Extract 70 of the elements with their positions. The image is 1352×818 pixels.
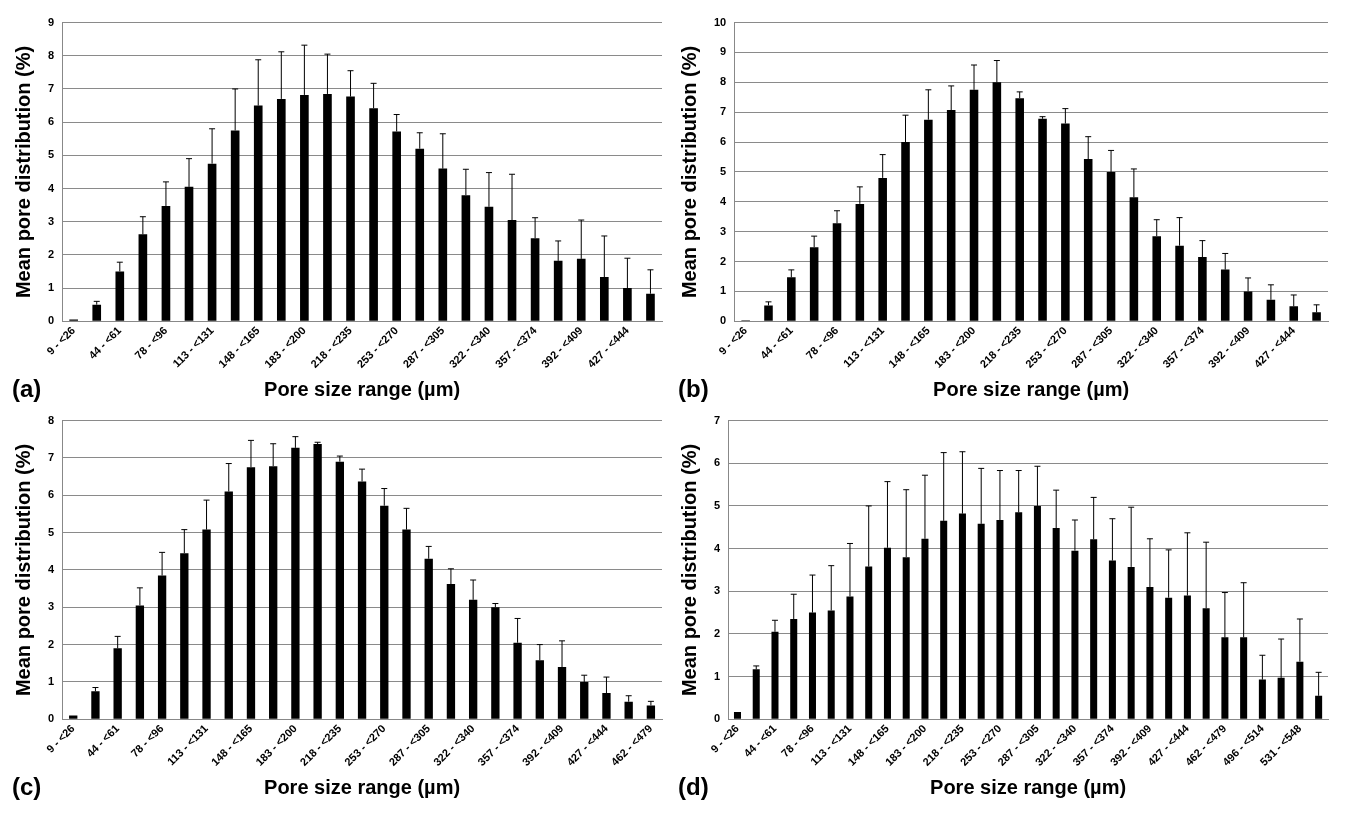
y-tick-label: 3 <box>47 214 55 227</box>
y-tick-label: 2 <box>47 247 55 260</box>
y-tick-label: 7 <box>47 82 55 94</box>
y-tick-label: 7 <box>47 450 55 463</box>
y-tick-label: 0 <box>713 712 721 725</box>
x-tick-label: 44 - <61 <box>741 722 779 760</box>
y-tick-label: 6 <box>713 456 721 469</box>
text: (a) <box>12 374 42 402</box>
y-axis-title: Mean pore distribution (%) <box>677 443 700 697</box>
y-axis-title: Mean pore distribution (%) <box>677 45 700 299</box>
y-tick-label: 9 <box>720 45 727 58</box>
y-tick-label: 1 <box>47 281 55 294</box>
y-tick-label: 1 <box>713 669 721 682</box>
y-tick-label: 5 <box>720 164 727 177</box>
y-tick-label: 6 <box>47 115 55 128</box>
bar <box>1038 118 1047 321</box>
bar <box>646 705 656 719</box>
y-tick-label: 4 <box>47 562 55 575</box>
bar <box>92 304 102 321</box>
x-tick-label: 9 - <26 <box>44 324 78 357</box>
y-tick-label: 6 <box>720 135 727 148</box>
x-tick-label: 44 - <61 <box>86 324 124 362</box>
x-axis-title: Pore size range (µm) <box>930 775 1127 798</box>
y-tick-label: 0 <box>47 314 55 327</box>
y-tick-label: 5 <box>713 498 721 511</box>
y-tick-label: 8 <box>47 413 55 426</box>
y-tick-label: 1 <box>47 674 55 687</box>
y-tick-label: 0 <box>47 712 55 725</box>
bar <box>752 669 760 719</box>
y-tick-label: 2 <box>720 254 727 267</box>
y-tick-label: 7 <box>720 105 727 118</box>
y-tick-label: 3 <box>720 224 727 237</box>
y-tick-label: 3 <box>713 584 721 597</box>
y-tick-label: 6 <box>47 488 55 501</box>
text: (d) <box>678 772 709 800</box>
bar <box>733 712 742 719</box>
y-tick-label: 4 <box>713 541 721 554</box>
y-tick-label: 4 <box>47 181 55 194</box>
x-tick-label: 78 - <96 <box>128 722 166 760</box>
y-tick-label: 10 <box>713 15 727 28</box>
y-tick-label: 4 <box>720 194 728 207</box>
y-tick-label: 3 <box>47 600 55 613</box>
bar <box>313 444 322 719</box>
bar <box>764 305 773 321</box>
x-tick-label: 44 - <61 <box>757 324 795 362</box>
x-tick-label: 44 - <61 <box>83 722 122 760</box>
x-tick-label: 9 - <26 <box>708 722 742 755</box>
x-tick-label: 9 - <26 <box>43 722 77 755</box>
y-tick-label: 5 <box>47 148 55 161</box>
x-axis-title: Pore size range (µm) <box>264 377 461 400</box>
x-tick-label: 9 - <26 <box>716 324 750 357</box>
y-tick-label: 8 <box>720 75 727 88</box>
text: (c) <box>12 772 42 800</box>
y-tick-label: 2 <box>47 637 55 650</box>
x-axis-title: Pore size range (µm) <box>264 775 461 798</box>
x-axis-title: Pore size range (µm) <box>933 377 1130 400</box>
x-tick-label: 78 - <96 <box>803 324 841 362</box>
bar <box>491 607 500 719</box>
bar <box>91 691 100 719</box>
text: (b) <box>678 374 709 402</box>
y-tick-label: 0 <box>720 314 727 327</box>
x-tick-label: 78 - <96 <box>132 324 170 362</box>
y-axis-title: Mean pore distribution (%) <box>11 45 34 299</box>
y-tick-label: 7 <box>713 413 721 426</box>
y-tick-label: 2 <box>713 626 721 639</box>
y-tick-label: 9 <box>47 15 55 28</box>
y-tick-label: 5 <box>47 525 55 538</box>
y-tick-label: 1 <box>720 284 727 297</box>
y-axis-title: Mean pore distribution (%) <box>11 443 34 697</box>
y-tick-label: 8 <box>47 48 55 61</box>
